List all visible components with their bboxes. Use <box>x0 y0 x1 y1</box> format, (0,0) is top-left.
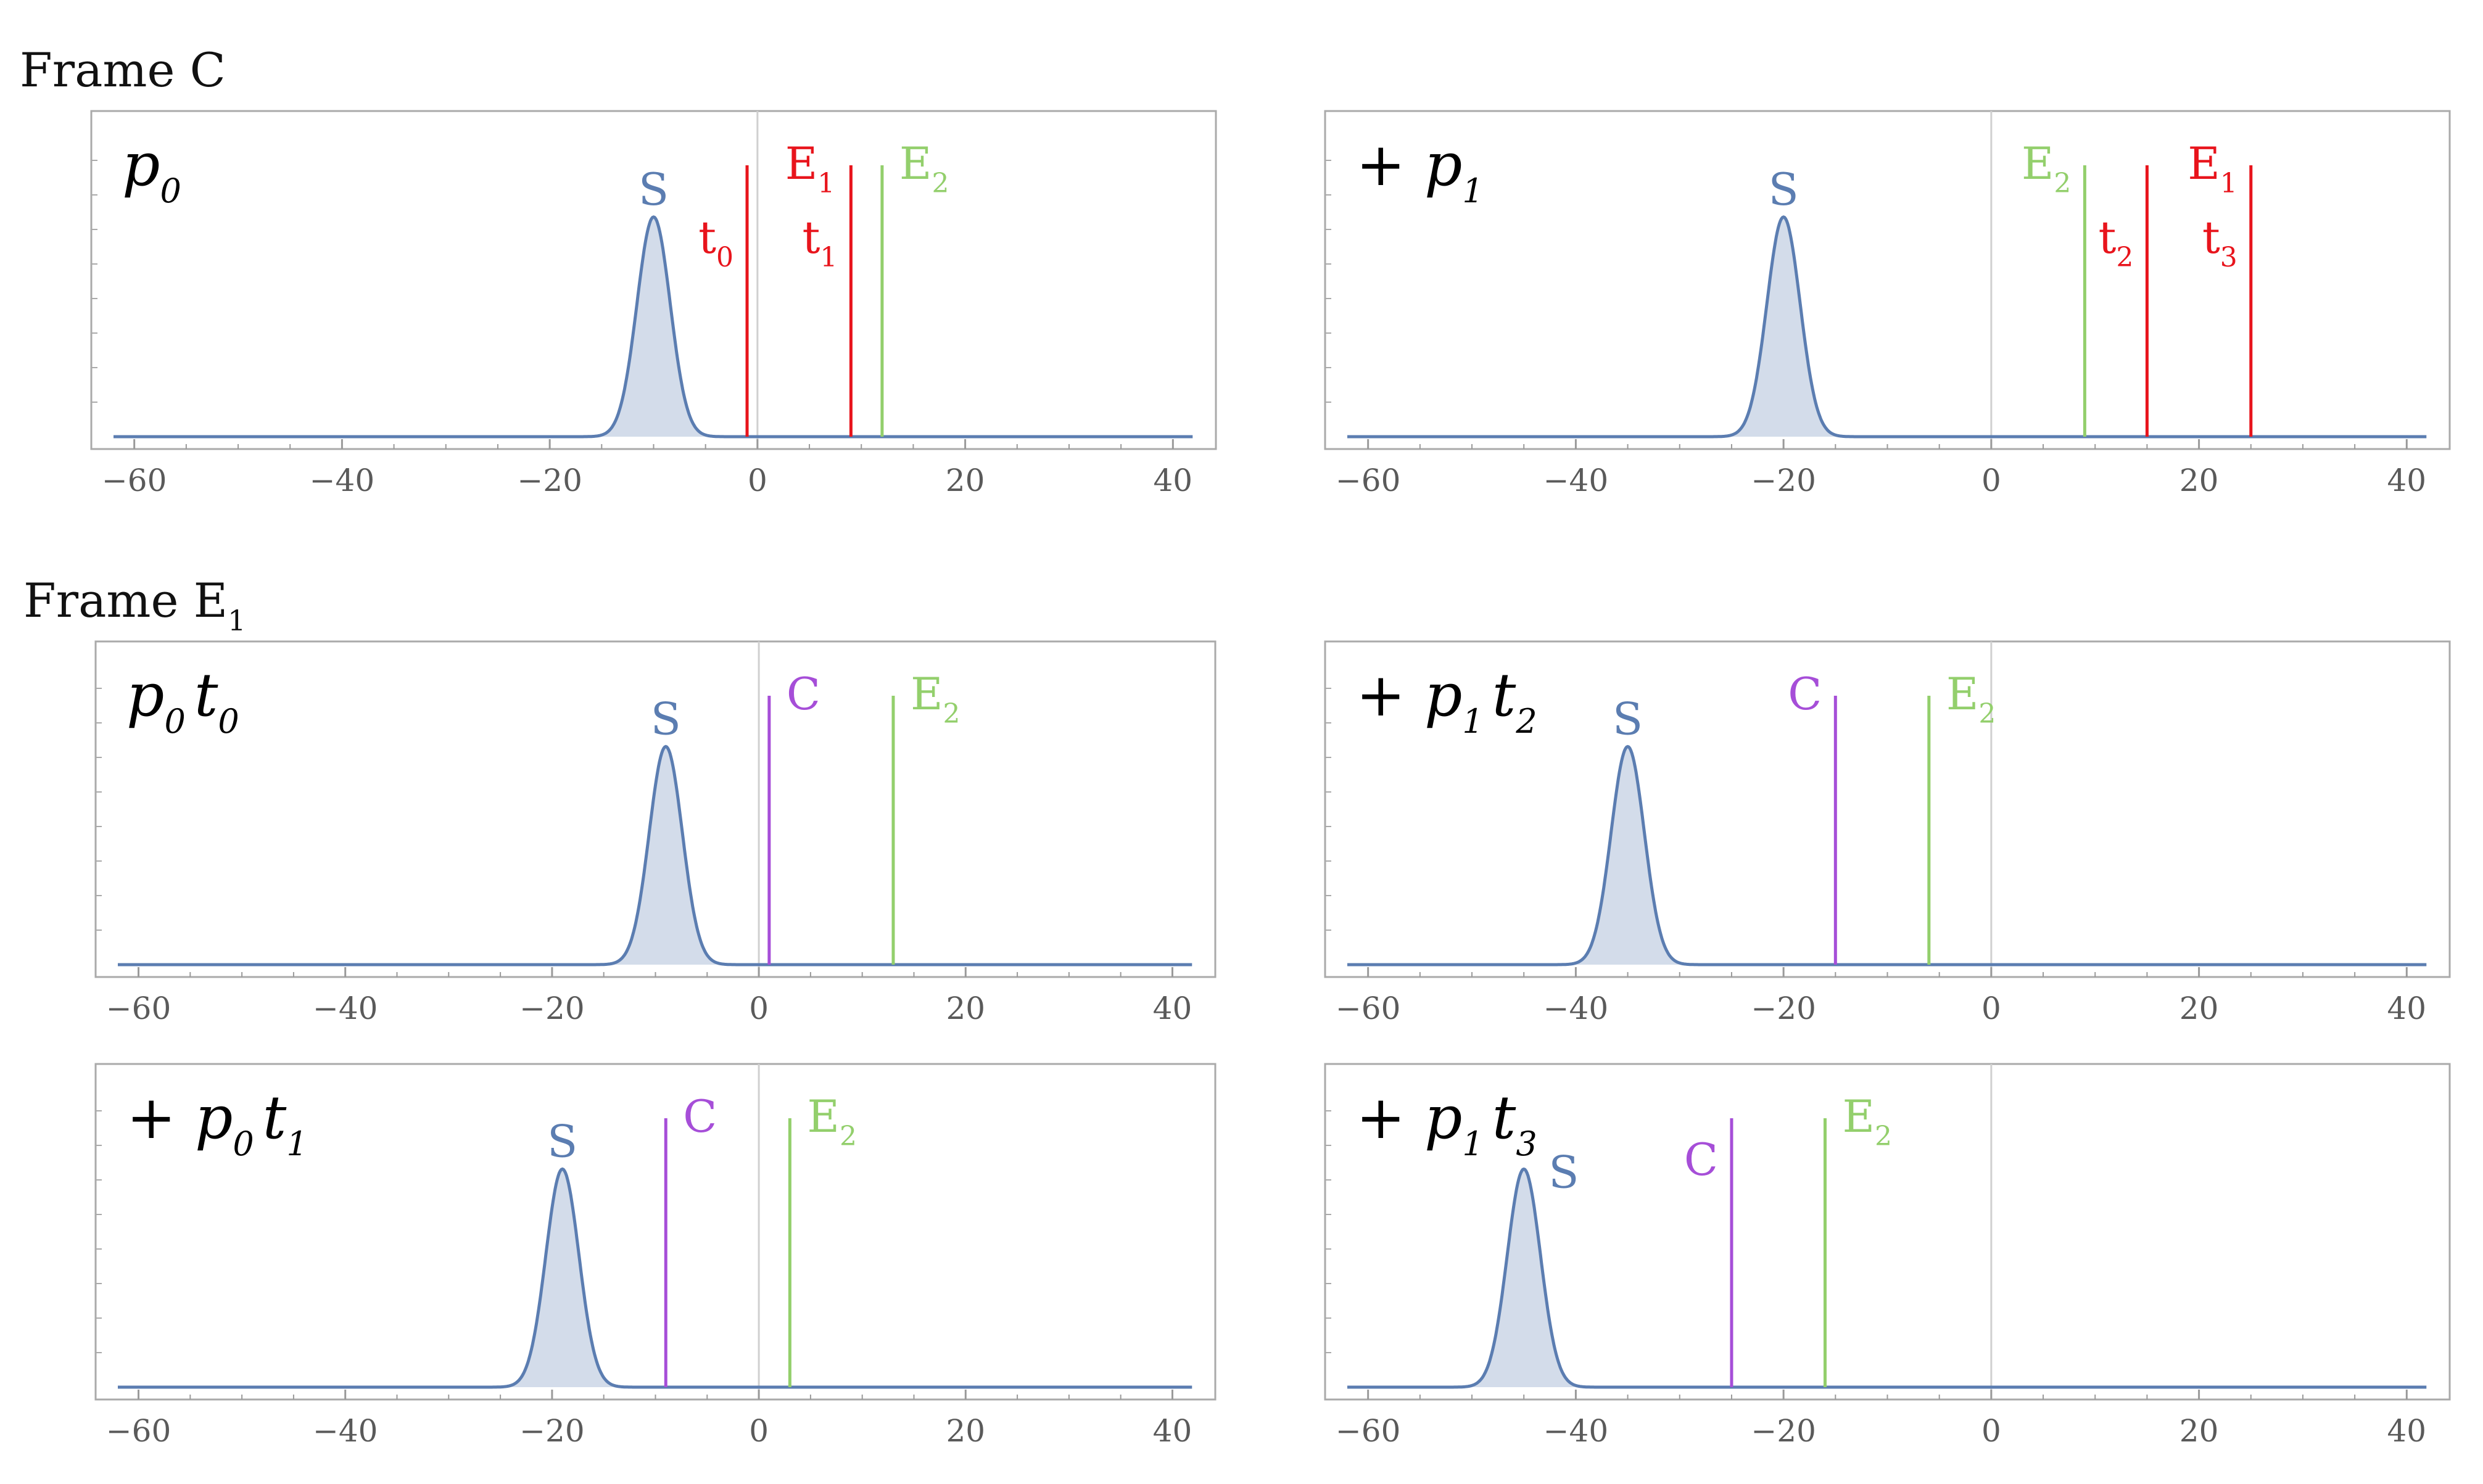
x-tick-label: 20 <box>946 991 985 1026</box>
peak-fill <box>606 746 725 965</box>
term-label: p0 t0 <box>126 661 239 741</box>
x-tick-label: 40 <box>2387 463 2427 498</box>
x-tick-label: 0 <box>748 463 767 498</box>
peak-label: S <box>1613 693 1643 744</box>
x-tick-label: 40 <box>1154 463 1193 498</box>
peak-label: S <box>638 163 669 215</box>
x-tick-label: −60 <box>1336 463 1401 498</box>
peak-curve <box>118 1167 1192 1389</box>
marker-label: C <box>1684 1134 1718 1185</box>
x-tick-label: −20 <box>519 991 585 1026</box>
plot-frame <box>1324 110 2451 450</box>
peak-fill <box>503 1169 622 1387</box>
x-tick-label: −60 <box>102 463 167 498</box>
chart-panel: −60 −40 −20 0 20 40 S C E2 + p1 t3 <box>1324 1063 2451 1449</box>
chart-panel: −60 −40 −20 0 20 40 S C E2 + p0 t1 <box>94 1063 1217 1449</box>
term-label: p0 <box>122 130 181 210</box>
x-tick-label: −20 <box>519 1413 585 1449</box>
section-title-frame-e1: Frame E1 <box>23 573 246 637</box>
x-tick-label: 0 <box>749 991 769 1026</box>
marker-label: E2 <box>1842 1090 1892 1152</box>
marker-label: E2 <box>899 138 949 199</box>
x-tick-label: 40 <box>1153 1413 1192 1449</box>
peak-label: S <box>651 693 681 744</box>
marker-label: t2 <box>2098 212 2133 273</box>
marker-label: E1 <box>2188 138 2237 199</box>
x-tick-label: 0 <box>1981 991 2001 1026</box>
x-tick-label: −60 <box>106 991 171 1026</box>
peak-fill <box>594 216 713 437</box>
x-tick-label: −40 <box>313 991 378 1026</box>
marker-label: C <box>683 1090 717 1142</box>
x-tick-label: −40 <box>1543 991 1609 1026</box>
x-tick-label: 0 <box>1981 463 2001 498</box>
x-tick-label: −60 <box>106 1413 171 1449</box>
peak-curve <box>1347 1167 2427 1389</box>
chart-panel: −60 −40 −20 0 20 40 S E2 t2 E1 t3 + p1 <box>1324 110 2451 498</box>
section-title-frame-c: Frame C <box>20 43 226 97</box>
x-tick-label: 0 <box>749 1413 769 1449</box>
marker-label: C <box>1788 668 1822 720</box>
x-tick-label: −40 <box>310 463 375 498</box>
term-label: + p1 t3 <box>1356 1083 1537 1163</box>
x-tick-label: 20 <box>946 463 985 498</box>
x-tick-label: 40 <box>1153 991 1192 1026</box>
x-tick-label: −20 <box>517 463 582 498</box>
x-tick-label: 40 <box>2387 1413 2427 1449</box>
x-tick-label: 20 <box>946 1413 985 1449</box>
marker-label: C <box>787 668 820 720</box>
peak-fill <box>1724 216 1843 437</box>
peak-label: S <box>1768 163 1798 215</box>
x-tick-label: 20 <box>2179 463 2219 498</box>
chart-panel: −60 −40 −20 0 20 40 St0 E1 t1 E2 p0 <box>90 110 1217 498</box>
peak-curve <box>1347 744 2427 967</box>
marker-label: E2 <box>1946 668 1996 730</box>
peak-curve <box>1347 215 2427 439</box>
marker-label: t0 <box>698 212 733 273</box>
marker-label: E2 <box>911 668 961 730</box>
x-tick-label: −60 <box>1336 991 1401 1026</box>
peak-fill <box>1568 746 1687 965</box>
marker-label: E2 <box>2022 138 2072 199</box>
term-label: + p1 <box>1356 130 1484 210</box>
x-tick-label: −60 <box>1336 1413 1401 1449</box>
x-tick-label: 20 <box>2179 991 2219 1026</box>
panels: −60 −40 −20 0 20 40 St0 E1 t1 E2 p0 −60 −40 −20 0 20 40 S… <box>90 110 2451 1449</box>
x-tick-label: −40 <box>1543 463 1609 498</box>
x-tick-label: 40 <box>2387 991 2427 1026</box>
term-label: + p1 t2 <box>1356 661 1537 741</box>
x-tick-label: −20 <box>1751 1413 1816 1449</box>
x-tick-label: −20 <box>1751 991 1816 1026</box>
x-tick-label: 20 <box>2179 1413 2219 1449</box>
peak-curve <box>114 215 1193 439</box>
marker-label: E2 <box>807 1090 857 1152</box>
marker-label: t1 <box>802 212 837 273</box>
chart-panel: −60 −40 −20 0 20 40 S C E2 + p1 t2 <box>1324 640 2451 1026</box>
x-tick-label: −40 <box>313 1413 378 1449</box>
marker-label: t3 <box>2202 212 2237 273</box>
x-tick-label: 0 <box>1981 1413 2001 1449</box>
marker-label: E1 <box>785 138 835 199</box>
term-label: + p0 t1 <box>126 1083 308 1163</box>
chart-panel: −60 −40 −20 0 20 40 S C E2 p0 t0 <box>94 640 1217 1026</box>
peak-curve <box>118 744 1192 967</box>
peak-label: S <box>1548 1146 1579 1198</box>
x-tick-label: −40 <box>1543 1413 1609 1449</box>
x-tick-label: −20 <box>1751 463 1816 498</box>
peak-fill <box>1465 1169 1584 1387</box>
peak-label: S <box>547 1115 577 1167</box>
